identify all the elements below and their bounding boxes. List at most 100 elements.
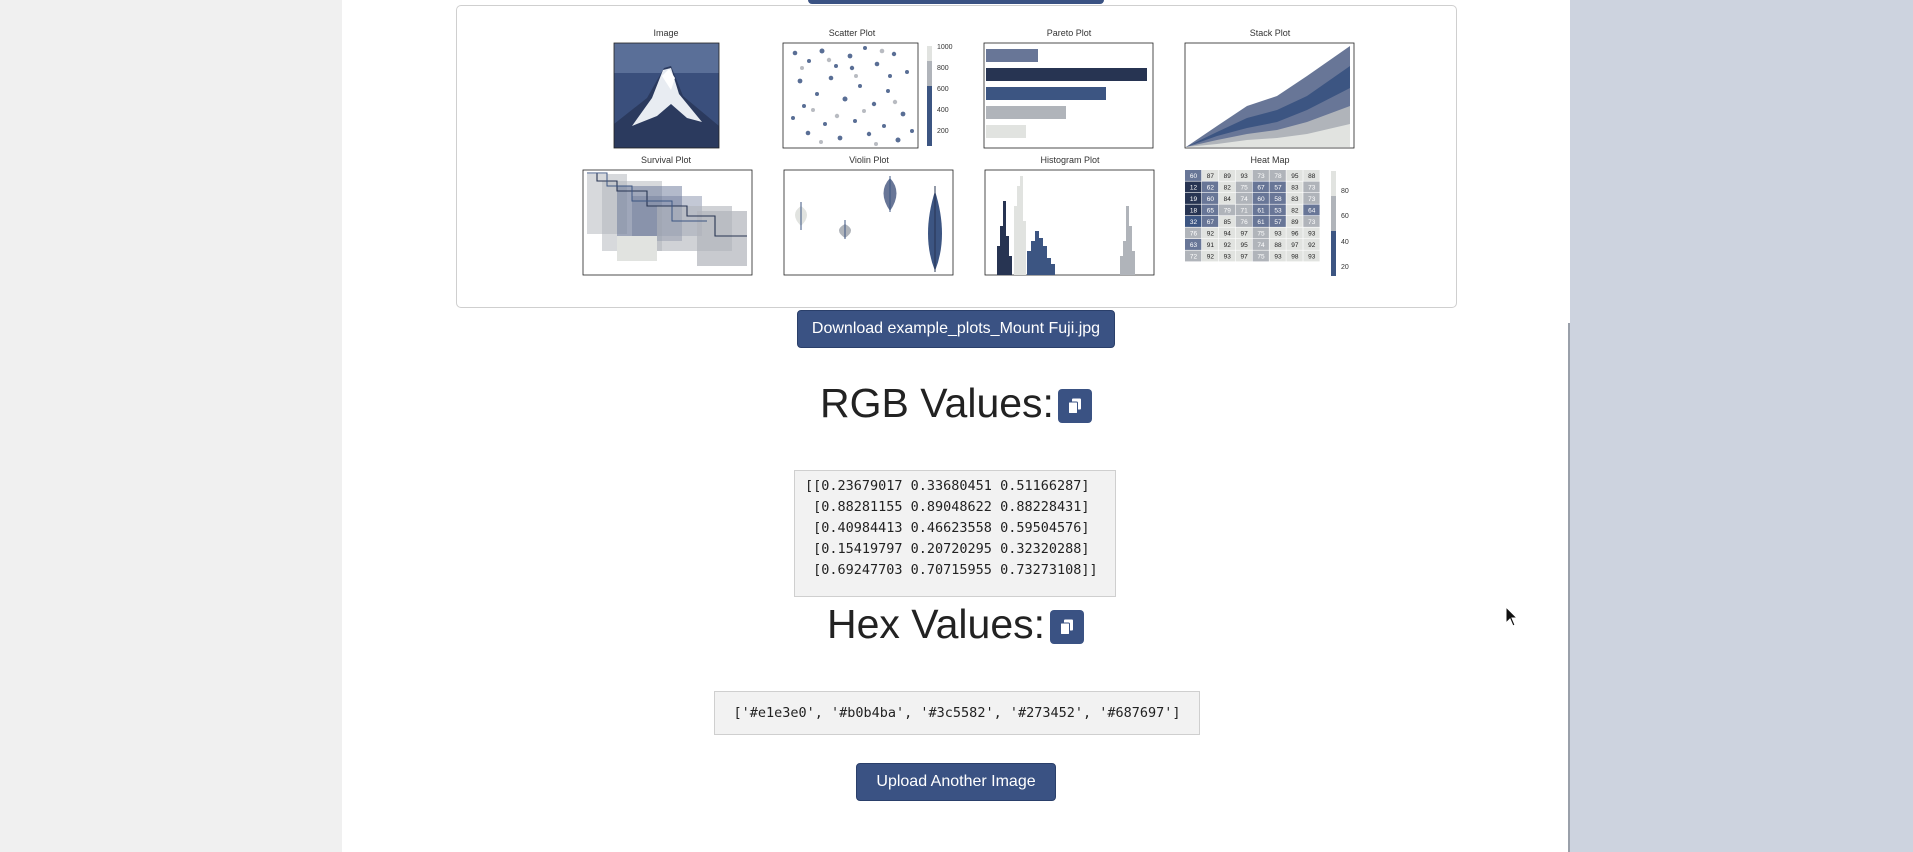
heatmap-cell-label: 93	[1308, 254, 1316, 261]
download-plots-button[interactable]: Download example_plots_Mount Fuji.jpg	[797, 310, 1115, 348]
heatmap-cell-label: 53	[1274, 208, 1282, 215]
heatmap-cell	[1185, 193, 1202, 204]
previous-button-edge[interactable]	[808, 0, 1104, 4]
heatmap-cell-label: 93	[1274, 231, 1282, 238]
heatmap-cell-label: 18	[1190, 208, 1198, 215]
heatmap-cell	[1185, 181, 1202, 193]
heatmap-cell	[1201, 239, 1219, 250]
heatmap-cell	[1269, 170, 1286, 181]
heatmap-cell-label: 60	[1190, 173, 1198, 180]
heatmap-cell-label: 94	[1224, 231, 1232, 238]
heatmap-cell	[1286, 227, 1303, 239]
pareto-plot	[983, 42, 1154, 149]
heatmap-cell-label: 93	[1241, 173, 1249, 180]
upload-another-image-button[interactable]: Upload Another Image	[856, 763, 1056, 801]
heatmap-cell-label: 91	[1207, 242, 1215, 249]
pareto-plot-title: Pareto Plot	[1047, 28, 1092, 38]
heatmap-cell-label: 75	[1257, 254, 1265, 261]
violin-plot-title: Violin Plot	[849, 155, 889, 165]
heatmap-cell	[1286, 250, 1303, 262]
right-sidebar	[1570, 0, 1913, 852]
heatmap-cell	[1252, 181, 1269, 193]
heatmap-cell	[1235, 250, 1252, 262]
heatmap-cell-label: 82	[1224, 185, 1232, 192]
heatmap-cell-label: 73	[1257, 173, 1265, 180]
heatmap-cell	[1252, 170, 1269, 181]
heatmap-cell-label: 79	[1224, 208, 1232, 215]
heatmap-cell	[1201, 204, 1219, 216]
heatmap-cell	[1235, 170, 1252, 181]
heatmap-cell-label: 88	[1274, 242, 1282, 249]
heatmap-cell	[1252, 227, 1269, 239]
heatmap-title: Heat Map	[1250, 155, 1289, 165]
rgb-line: [[0.23679017 0.33680451 0.51166287]	[805, 478, 1090, 494]
scatter-colorbar-tick: 1000	[937, 44, 953, 51]
heatmap-cell-label: 88	[1308, 173, 1316, 180]
heatmap-cell	[1286, 204, 1303, 216]
heatmap-cell	[1185, 170, 1202, 181]
survival-plot-title: Survival Plot	[641, 155, 692, 165]
heatmap-colorbar-tick: 60	[1341, 213, 1349, 220]
heatmap-cell	[1286, 170, 1303, 181]
rgb-line: [0.40984413 0.46623558 0.59504576]	[805, 520, 1090, 536]
histogram-plot	[984, 169, 1155, 276]
scatter-colorbar-tick: 200	[937, 128, 949, 135]
heatmap-cell	[1269, 216, 1286, 227]
heatmap-cell	[1201, 181, 1219, 193]
example-plots-figure: Image Scatter Plot	[456, 5, 1457, 308]
heatmap-colorbar-tick: 20	[1341, 264, 1349, 271]
heatmap-cell-label: 72	[1190, 254, 1198, 261]
copy-icon	[1060, 619, 1073, 635]
heatmap-cell	[1269, 250, 1286, 262]
heatmap-cell-label: 76	[1190, 231, 1198, 238]
heatmap-cell	[1286, 239, 1303, 250]
heatmap-cell-label: 82	[1291, 208, 1299, 215]
heatmap-cell-label: 67	[1257, 185, 1265, 192]
heatmap-cell-label: 73	[1308, 219, 1316, 226]
heatmap-cell	[1201, 227, 1219, 239]
heatmap-cell-label: 74	[1241, 196, 1249, 203]
rgb-line: [0.15419797 0.20720295 0.32320288]	[805, 541, 1090, 557]
heatmap-cell	[1235, 239, 1252, 250]
stack-plot-title: Stack Plot	[1250, 28, 1291, 38]
heatmap-cell	[1218, 204, 1236, 216]
scatter-plot: 1000 800 600 400 200	[782, 42, 953, 149]
heatmap-cell	[1201, 170, 1219, 181]
heatmap-cell-label: 95	[1241, 242, 1249, 249]
heatmap-cell-label: 60	[1207, 196, 1215, 203]
heatmap-cell-label: 57	[1274, 219, 1282, 226]
heatmap-cell	[1286, 193, 1303, 204]
heatmap-cell	[1185, 204, 1202, 216]
heatmap-cell	[1303, 204, 1320, 216]
heatmap-cell	[1218, 193, 1236, 204]
heatmap-cell-label: 97	[1241, 254, 1249, 261]
heatmap-cell	[1218, 216, 1236, 227]
heatmap-cell	[1303, 250, 1320, 262]
mount-fuji-thumbnail	[613, 42, 720, 149]
copy-hex-button[interactable]	[1050, 610, 1084, 644]
heatmap-cell-label: 75	[1241, 185, 1249, 192]
heatmap-cell-label: 83	[1291, 185, 1299, 192]
heatmap-cell	[1286, 181, 1303, 193]
heatmap-cell-label: 75	[1257, 231, 1265, 238]
heatmap-cell-label: 64	[1308, 208, 1316, 215]
heatmap-cell-label: 84	[1224, 196, 1232, 203]
heatmap-cell	[1235, 193, 1252, 204]
heatmap-cell	[1235, 216, 1252, 227]
heatmap-cell	[1218, 239, 1236, 250]
heatmap-cell	[1269, 204, 1286, 216]
heatmap-cell-label: 74	[1257, 242, 1265, 249]
heatmap-cell-label: 12	[1190, 185, 1198, 192]
violin-plot	[783, 169, 954, 276]
heatmap-cell-label: 73	[1308, 196, 1316, 203]
scatter-plot-title: Scatter Plot	[829, 28, 876, 38]
heatmap-cell	[1218, 170, 1236, 181]
heatmap-cell	[1269, 181, 1286, 193]
copy-rgb-button[interactable]	[1058, 389, 1092, 423]
heatmap-cell-label: 92	[1308, 242, 1316, 249]
heatmap-cell	[1303, 227, 1320, 239]
heatmap-cell	[1252, 250, 1269, 262]
copy-icon	[1068, 398, 1081, 414]
heatmap-cell	[1269, 227, 1286, 239]
heatmap-cell	[1201, 250, 1219, 262]
